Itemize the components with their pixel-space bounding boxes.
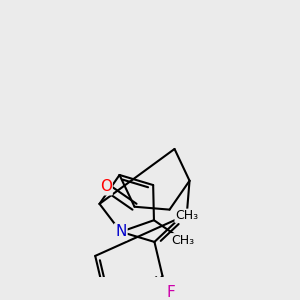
Text: O: O xyxy=(100,179,112,194)
Text: F: F xyxy=(167,285,176,300)
Text: N: N xyxy=(115,224,127,239)
Text: CH₃: CH₃ xyxy=(171,234,194,247)
Text: CH₃: CH₃ xyxy=(175,209,198,222)
